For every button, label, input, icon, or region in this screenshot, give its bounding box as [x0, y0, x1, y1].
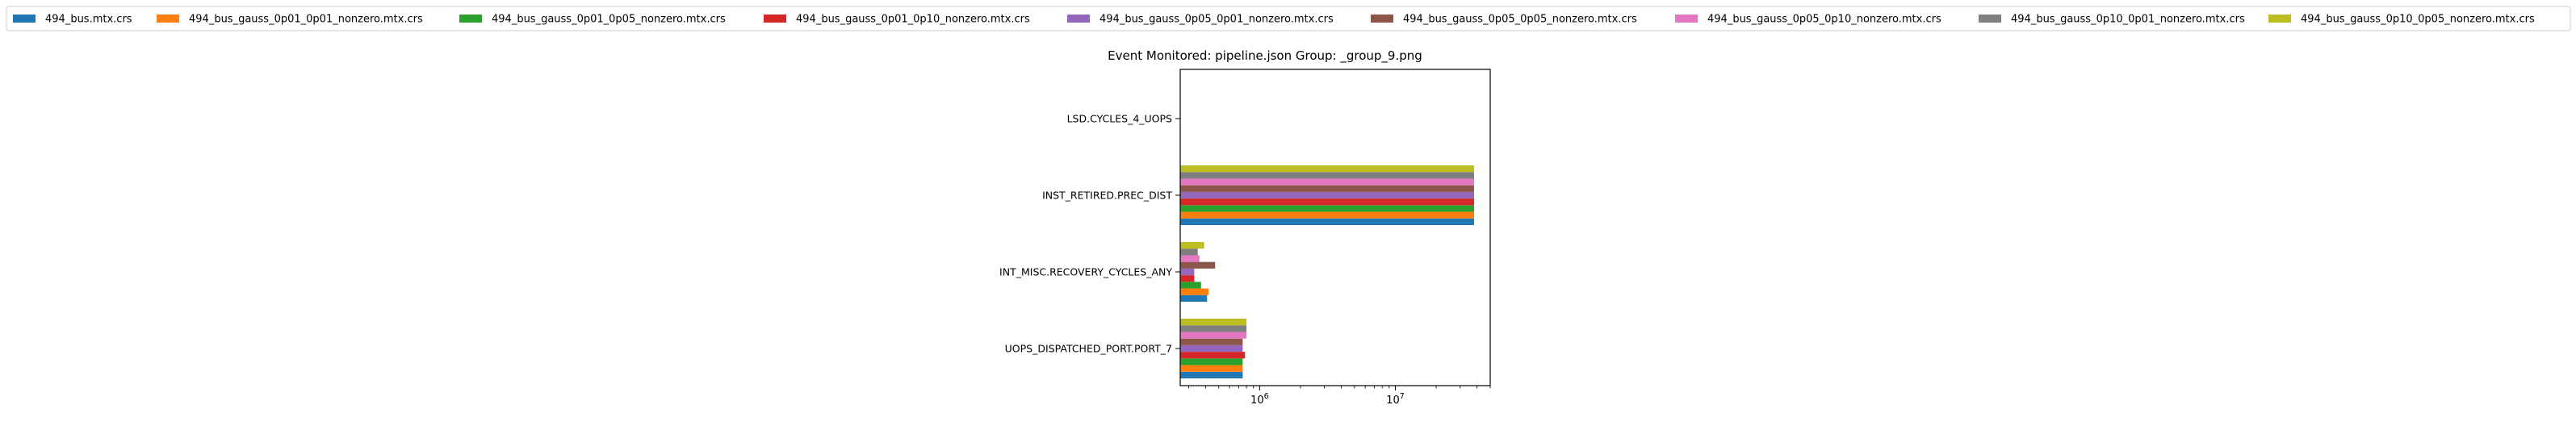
legend-swatch: [1371, 15, 1393, 23]
legend-swatch: [1979, 15, 2001, 23]
legend-label: 494_bus_gauss_0p10_0p01_nonzero.mtx.crs: [2011, 14, 2245, 26]
bar: [1180, 255, 1200, 262]
x-tick-label: 106: [1250, 392, 1269, 407]
bar: [1180, 268, 1195, 276]
bar: [1180, 248, 1198, 256]
legend-label: 494_bus_gauss_0p10_0p05_nonzero.mtx.crs: [2301, 14, 2535, 26]
bar: [1180, 294, 1208, 302]
legend-label: 494_bus_gauss_0p05_0p05_nonzero.mtx.crs: [1403, 14, 1637, 26]
legend-swatch: [157, 15, 179, 23]
bar: [1180, 332, 1247, 339]
legend-label: 494_bus_gauss_0p05_0p10_nonzero.mtx.crs: [1707, 14, 1941, 26]
bar: [1180, 261, 1216, 269]
bar: [1180, 191, 1474, 199]
plot-frame: [1179, 69, 1491, 386]
x-tick-label: 107: [1386, 392, 1405, 407]
legend: 494_bus.mtx.crs 494_bus_gauss_0p01_0p01_n…: [6, 6, 2571, 31]
bar: [1180, 371, 1243, 378]
legend-swatch: [764, 15, 786, 23]
bar: [1180, 198, 1474, 206]
bar: [1180, 344, 1243, 353]
legend-swatch: [459, 15, 482, 23]
y-tick-label: INST_RETIRED.PREC_DIST: [1042, 190, 1172, 202]
bar: [1180, 211, 1474, 219]
legend-label: 494_bus_gauss_0p01_0p05_nonzero.mtx.crs: [492, 14, 726, 26]
legend-swatch: [1675, 15, 1698, 23]
bar: [1180, 185, 1474, 192]
legend-label: 494_bus_gauss_0p01_0p01_nonzero.mtx.crs: [189, 14, 423, 26]
bar: [1180, 288, 1209, 295]
bar: [1180, 365, 1243, 372]
bar: [1180, 325, 1247, 332]
bar: [1180, 165, 1474, 173]
legend-swatch: [2268, 15, 2291, 23]
bar: [1180, 282, 1201, 289]
y-tick-label: INT_MISC.RECOVERY_CYCLES_ANY: [999, 266, 1172, 278]
legend-swatch: [13, 15, 36, 23]
legend-label: 494_bus_gauss_0p05_0p01_nonzero.mtx.crs: [1100, 14, 1334, 26]
legend-swatch: [1067, 15, 1090, 23]
legend-label: 494_bus.mtx.crs: [45, 14, 132, 26]
bar: [1180, 358, 1243, 365]
bar: [1180, 338, 1243, 345]
bars-layer: [1180, 165, 1474, 378]
bar: [1180, 218, 1474, 225]
bar: [1180, 172, 1474, 179]
bar: [1180, 205, 1474, 212]
bar: [1180, 242, 1204, 249]
bar: [1180, 352, 1246, 359]
y-tick-label: UOPS_DISPATCHED_PORT.PORT_7: [1005, 343, 1172, 355]
chart-title: Event Monitored: pipeline.json Group: _g…: [1108, 48, 1422, 64]
y-tick-label: LSD.CYCLES_4_UOPS: [1067, 113, 1172, 125]
bar: [1180, 319, 1247, 326]
legend-label: 494_bus_gauss_0p01_0p10_nonzero.mtx.crs: [796, 14, 1030, 26]
legend-frame: [6, 6, 2571, 31]
bar: [1180, 178, 1474, 186]
bar: [1180, 275, 1195, 282]
axes-layer: UOPS_DISPATCHED_PORT.PORT_7 INT_MISC.RECO…: [999, 69, 1491, 407]
